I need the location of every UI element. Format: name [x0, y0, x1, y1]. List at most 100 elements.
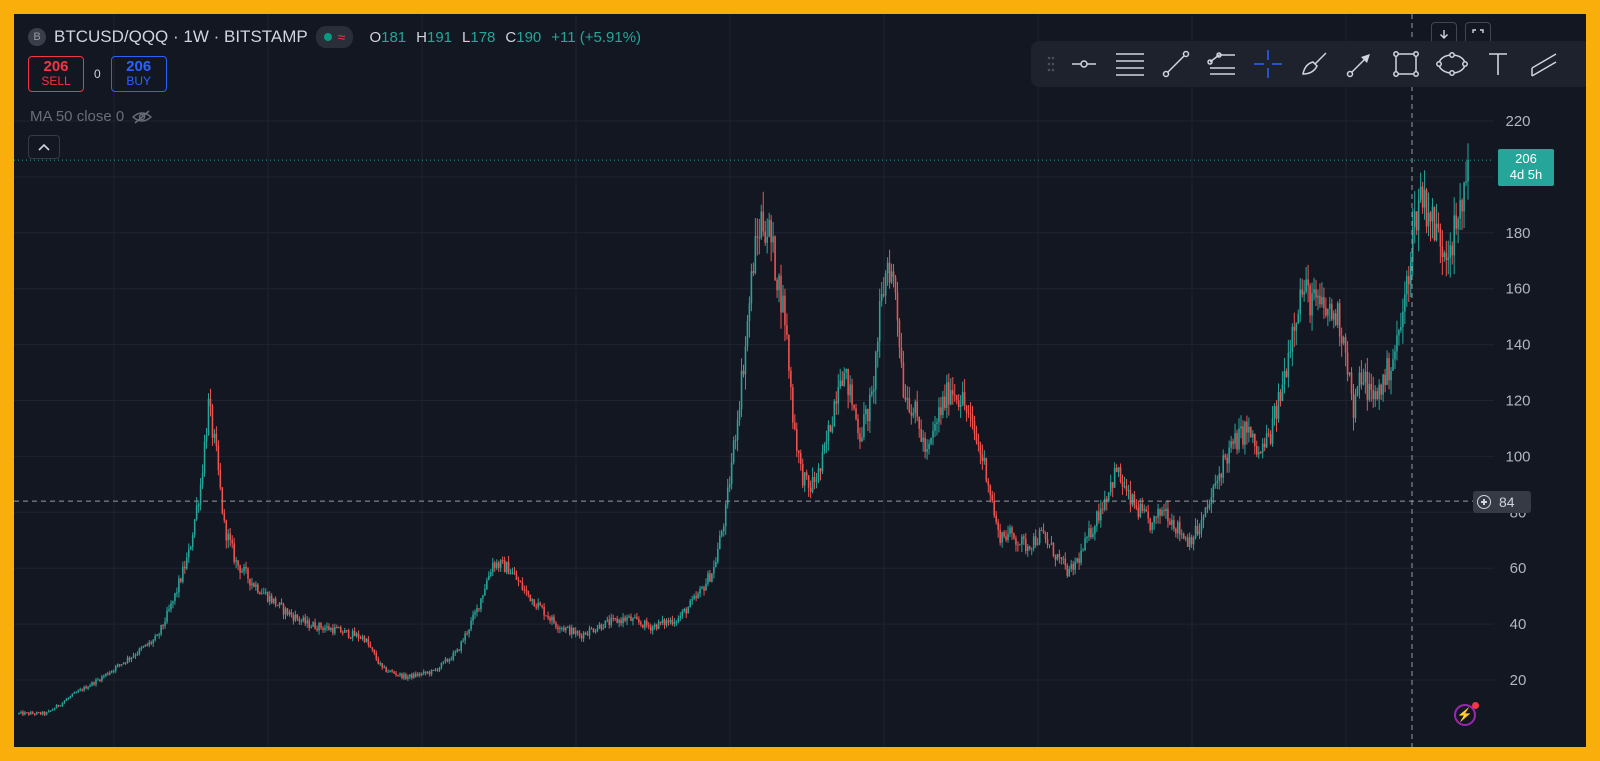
candle-body	[1407, 276, 1410, 285]
candle-body	[1096, 511, 1098, 527]
candle-body	[262, 592, 265, 594]
candle-body	[1224, 455, 1226, 458]
indicator-label: MA 50 close 0	[30, 108, 125, 125]
candle-body	[261, 593, 263, 595]
buy-button[interactable]: 206 BUY	[110, 56, 167, 92]
arrow-tool[interactable]	[1337, 41, 1383, 87]
candle-body	[420, 673, 423, 676]
candle-body	[1119, 467, 1122, 482]
crosshair-price-tag[interactable]: 84	[1473, 491, 1531, 513]
candle-body	[1034, 536, 1037, 545]
candle-body	[985, 457, 988, 481]
candle-body	[1445, 252, 1448, 261]
candle-body	[61, 702, 64, 706]
brush-tool[interactable]	[1291, 41, 1337, 87]
candle-body	[592, 628, 595, 633]
candle-body	[588, 628, 591, 636]
candle-body	[764, 231, 767, 243]
candle-body	[1184, 537, 1187, 539]
candle-body	[1232, 441, 1234, 444]
candle-body	[122, 662, 125, 665]
crosshair-tool[interactable]	[1245, 41, 1291, 87]
candle-body	[428, 672, 431, 675]
sell-button[interactable]: 206 SELL	[28, 56, 84, 92]
candle-body	[343, 630, 346, 634]
candle-body	[584, 632, 587, 635]
candle-body	[1323, 297, 1325, 309]
candle-body	[1248, 426, 1250, 433]
candle-body	[590, 628, 593, 630]
bolt-icon[interactable]: ⚡	[1454, 704, 1476, 726]
symbol-title[interactable]: BTCUSD/QQQ · 1W · BITSTAMP	[54, 27, 308, 46]
candle-body	[367, 638, 370, 645]
candle-body	[24, 712, 26, 715]
add-alert-icon[interactable]	[1477, 495, 1491, 509]
fullscreen-icon	[1472, 29, 1484, 33]
candle-body	[736, 419, 739, 440]
candle-body	[963, 392, 966, 406]
candle-body	[549, 617, 551, 621]
candle-body	[385, 666, 387, 672]
candle-body	[243, 566, 245, 572]
candle-body	[794, 422, 796, 430]
candle-body	[292, 615, 295, 621]
candle-body	[51, 709, 54, 711]
ellipse-tool[interactable]	[1429, 41, 1475, 87]
candle-body	[1054, 556, 1057, 560]
bar-countdown: 4d 5h	[1509, 167, 1543, 182]
low-value: 178	[470, 28, 496, 46]
pitchfork-tool[interactable]	[1199, 41, 1245, 87]
symbol-logo-icon[interactable]: B	[28, 28, 46, 46]
candle-body	[938, 407, 940, 423]
price-axis-tick-label: 140	[1505, 337, 1530, 354]
candle-body	[989, 485, 992, 496]
candle-body	[531, 599, 534, 602]
candle-body	[1153, 516, 1155, 523]
candle-body	[1082, 550, 1084, 552]
candle-body	[1273, 406, 1276, 419]
text-tool[interactable]	[1475, 41, 1521, 87]
candle-body	[855, 408, 857, 420]
rectangle-tool[interactable]	[1383, 41, 1429, 87]
collapse-legend-button[interactable]	[28, 135, 60, 159]
candle-body	[932, 430, 934, 438]
market-open-icon	[323, 33, 332, 41]
market-status-pill[interactable]: ≈	[315, 26, 354, 48]
candle-body	[203, 441, 206, 474]
candle-body	[695, 596, 697, 598]
grip-icon[interactable]	[1041, 41, 1061, 87]
trendline-tool[interactable]	[1153, 41, 1199, 87]
candle-body	[416, 673, 419, 677]
brush-icon	[1302, 52, 1327, 75]
candle-body	[1007, 533, 1009, 540]
candle-body	[336, 627, 338, 629]
chart-frame[interactable]: 20406080100120140160180220 B BTCUSD/QQQ …	[14, 14, 1586, 747]
candle-body	[241, 571, 243, 573]
horizontal-ray-tool[interactable]	[1061, 41, 1107, 87]
fib-retracement-tool[interactable]	[1107, 41, 1153, 87]
candle-body	[1200, 520, 1203, 532]
candle-body	[857, 419, 859, 434]
symbol-header: B BTCUSD/QQQ · 1W · BITSTAMP ≈ O181 H191…	[28, 26, 641, 48]
price-chart[interactable]: 20406080100120140160180220	[14, 14, 1586, 747]
indicator-legend[interactable]: MA 50 close 0	[30, 108, 153, 125]
candle-body	[286, 608, 289, 615]
candle-body	[334, 627, 336, 634]
candle-body	[253, 583, 255, 587]
candle-body	[732, 440, 735, 463]
candle-body	[869, 394, 871, 422]
candle-body	[916, 401, 919, 417]
candle-body	[586, 634, 589, 636]
candle-body	[215, 433, 218, 446]
candle-body	[53, 708, 56, 710]
candle-body	[1117, 467, 1120, 472]
channel-tool[interactable]	[1521, 41, 1567, 87]
candle-body	[1447, 257, 1450, 261]
candle-body	[464, 633, 466, 641]
candle-body	[1180, 533, 1183, 535]
candle-body	[772, 236, 774, 243]
candle-body	[1222, 455, 1225, 478]
candle-body	[1086, 537, 1088, 539]
candle-body	[1236, 432, 1238, 450]
eye-off-icon[interactable]	[132, 109, 153, 124]
